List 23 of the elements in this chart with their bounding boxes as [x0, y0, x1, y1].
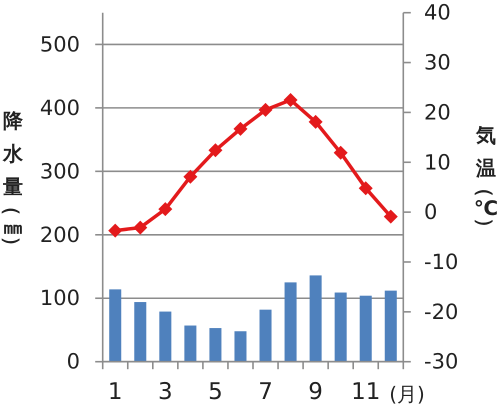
- y2-tick-label: -10: [424, 250, 458, 274]
- y2-axis-title: 気温（℃）: [473, 123, 498, 238]
- x-tick-label: 1: [108, 379, 123, 405]
- x-axis-title: (月): [389, 382, 425, 406]
- y-tick-label: 500: [40, 32, 80, 56]
- y2-tick-label: 20: [424, 100, 451, 124]
- y2-tick-label: 40: [424, 0, 451, 25]
- y2-tick-label: 0: [424, 200, 438, 224]
- x-tick-label: 11: [351, 379, 380, 405]
- y-tick-label: 300: [40, 159, 80, 184]
- y-tick-label: 0: [66, 350, 80, 374]
- y2-tick-label: -30: [424, 350, 458, 374]
- y-axis-title: 降水量（㎜）: [0, 108, 24, 256]
- x-tick-label: 9: [308, 379, 323, 405]
- y-tick-label: 400: [40, 96, 80, 120]
- y2-tick-label: -20: [424, 300, 458, 324]
- x-tick-label: 3: [158, 379, 173, 405]
- y2-tick-label: 10: [424, 150, 451, 174]
- y-tick-label: 100: [40, 286, 80, 310]
- y-tick-label: 200: [40, 222, 80, 247]
- y2-tick-label: 30: [424, 50, 451, 75]
- x-tick-label: 5: [208, 379, 223, 405]
- x-tick-label: 7: [258, 379, 273, 405]
